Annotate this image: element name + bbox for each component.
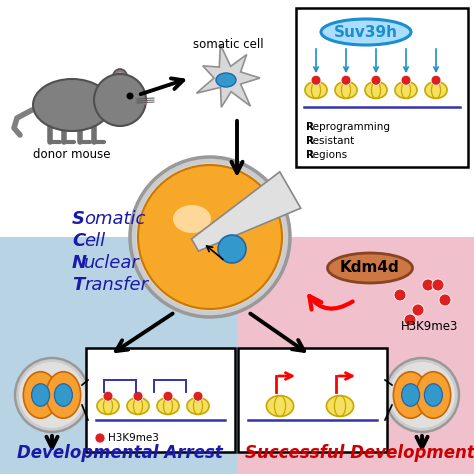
Text: R: R xyxy=(306,150,314,160)
Circle shape xyxy=(385,358,459,432)
Circle shape xyxy=(95,433,105,443)
Circle shape xyxy=(143,100,147,104)
Text: Reprogramming: Reprogramming xyxy=(306,122,390,132)
Ellipse shape xyxy=(395,82,417,99)
Circle shape xyxy=(103,392,113,401)
Ellipse shape xyxy=(112,69,128,87)
Text: omatic: omatic xyxy=(84,210,146,228)
Circle shape xyxy=(439,294,451,306)
Circle shape xyxy=(133,392,143,401)
FancyBboxPatch shape xyxy=(296,8,468,167)
Ellipse shape xyxy=(321,19,411,45)
Circle shape xyxy=(15,358,89,432)
Text: uclear: uclear xyxy=(84,254,140,272)
Circle shape xyxy=(341,75,351,85)
Polygon shape xyxy=(191,172,301,251)
Ellipse shape xyxy=(305,82,327,99)
Text: ell: ell xyxy=(84,232,105,250)
Ellipse shape xyxy=(157,398,179,414)
Text: H3K9me3: H3K9me3 xyxy=(401,320,459,333)
Circle shape xyxy=(422,279,434,291)
Bar xyxy=(0,237,237,474)
Ellipse shape xyxy=(401,384,419,406)
Circle shape xyxy=(127,92,134,100)
Circle shape xyxy=(311,75,321,85)
Ellipse shape xyxy=(55,384,73,406)
Ellipse shape xyxy=(328,253,412,283)
Text: ransfer: ransfer xyxy=(84,276,148,294)
Text: C: C xyxy=(72,232,85,250)
Circle shape xyxy=(431,75,441,85)
Text: Kdm4d: Kdm4d xyxy=(340,261,400,275)
Circle shape xyxy=(404,314,416,326)
Text: somatic cell: somatic cell xyxy=(193,38,264,51)
Text: Developmental Arrest: Developmental Arrest xyxy=(17,444,223,462)
Circle shape xyxy=(371,75,381,85)
Circle shape xyxy=(218,235,246,263)
Circle shape xyxy=(163,392,173,401)
Circle shape xyxy=(94,74,146,126)
Bar xyxy=(237,237,474,474)
Ellipse shape xyxy=(33,79,111,131)
Text: N: N xyxy=(72,254,87,272)
Ellipse shape xyxy=(216,73,236,87)
Ellipse shape xyxy=(32,384,50,406)
Ellipse shape xyxy=(23,372,58,418)
Text: S: S xyxy=(72,210,85,228)
Ellipse shape xyxy=(365,82,387,99)
Ellipse shape xyxy=(116,72,125,84)
Ellipse shape xyxy=(335,82,357,99)
FancyBboxPatch shape xyxy=(86,348,235,452)
Ellipse shape xyxy=(46,372,81,418)
Bar xyxy=(0,0,474,237)
Circle shape xyxy=(389,362,455,428)
Text: T: T xyxy=(72,276,84,294)
Circle shape xyxy=(193,392,203,401)
Circle shape xyxy=(19,362,85,428)
Ellipse shape xyxy=(266,396,293,416)
Circle shape xyxy=(136,163,284,311)
FancyBboxPatch shape xyxy=(238,348,387,452)
Text: R: R xyxy=(306,136,314,146)
Ellipse shape xyxy=(425,82,447,99)
Circle shape xyxy=(412,304,424,316)
Ellipse shape xyxy=(127,398,149,414)
Text: donor mouse: donor mouse xyxy=(33,148,111,161)
Text: Regions: Regions xyxy=(306,150,347,160)
Text: H3K9me3: H3K9me3 xyxy=(108,433,159,443)
Text: Resistant: Resistant xyxy=(306,136,354,146)
Circle shape xyxy=(130,157,290,317)
Ellipse shape xyxy=(416,372,451,418)
Circle shape xyxy=(138,165,282,309)
Ellipse shape xyxy=(393,372,428,418)
Circle shape xyxy=(401,75,411,85)
Text: R: R xyxy=(306,122,314,132)
Ellipse shape xyxy=(187,398,209,414)
Text: Suv39h: Suv39h xyxy=(334,25,398,39)
Polygon shape xyxy=(196,45,260,107)
Circle shape xyxy=(394,289,406,301)
Ellipse shape xyxy=(97,398,119,414)
Ellipse shape xyxy=(327,396,354,416)
Text: Successful Development: Successful Development xyxy=(245,444,474,462)
Ellipse shape xyxy=(424,384,442,406)
Ellipse shape xyxy=(173,205,211,233)
Circle shape xyxy=(432,279,444,291)
